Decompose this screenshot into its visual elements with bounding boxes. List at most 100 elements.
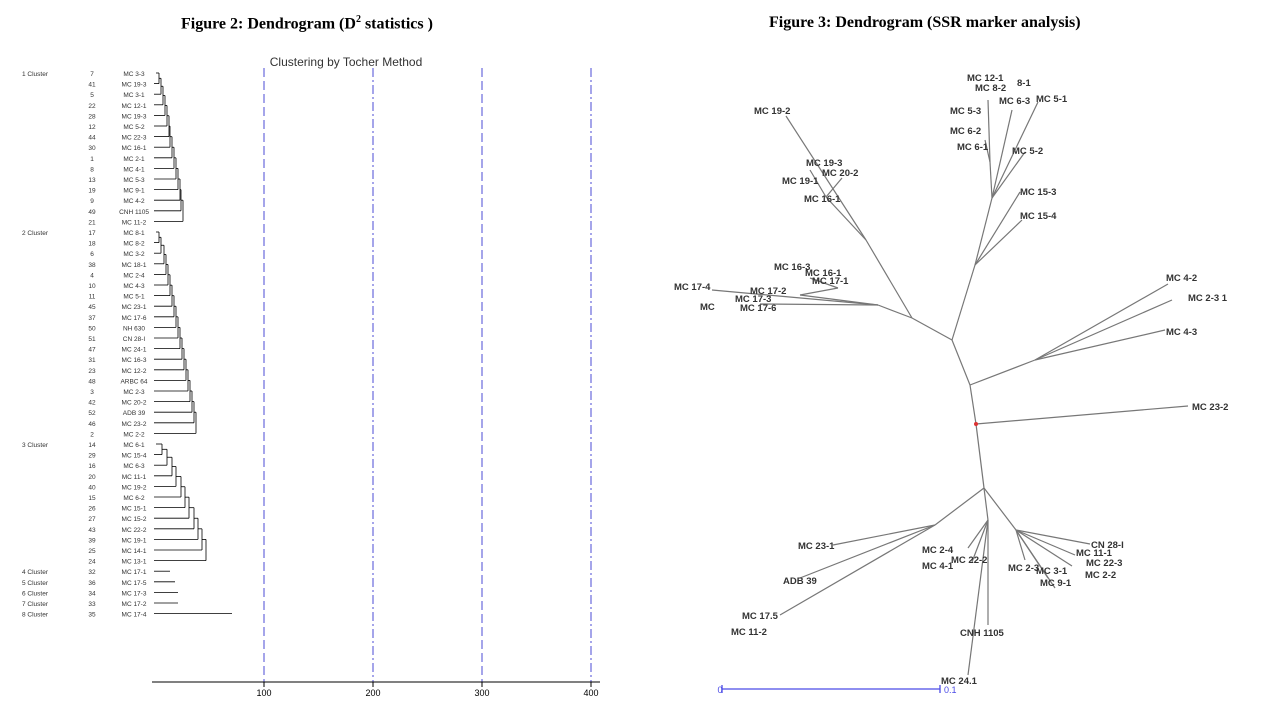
genotype-number: 18	[88, 241, 96, 248]
genotype-number: 22	[88, 103, 96, 110]
tree-branch	[974, 197, 993, 266]
tree-branch	[974, 191, 1021, 266]
tree-branch	[1015, 529, 1073, 567]
genotype-name: MC 17-5	[122, 580, 147, 587]
genotype-number: 13	[88, 177, 96, 184]
genotype-name: MC 6-2	[123, 495, 145, 502]
genotype-number: 31	[88, 357, 96, 364]
leaf-label: MC 17.5	[742, 611, 779, 622]
leaf-label: MC 20-2	[822, 168, 858, 179]
genotype-number: 26	[88, 506, 96, 513]
tree-branch	[711, 289, 879, 306]
tree-branch	[975, 405, 1189, 425]
genotype-number: 16	[88, 463, 96, 470]
figure-2-title: Figure 2: Dendrogram (D2 statistics )	[181, 14, 433, 33]
genotype-name: MC 17-3	[122, 590, 147, 597]
genotype-name: MC 2-4	[123, 272, 145, 279]
genotype-number: 44	[88, 135, 96, 142]
leaf-label: MC 15-4	[1020, 211, 1057, 222]
figure-3-title: Figure 3: Dendrogram (SSR marker analysi…	[769, 14, 1081, 31]
genotype-number: 4	[90, 272, 94, 279]
tree-branch	[983, 487, 1017, 531]
genotype-number: 45	[88, 304, 96, 311]
genotype-number: 50	[88, 325, 96, 332]
tree-branch	[799, 524, 936, 579]
genotype-name: MC 6-1	[123, 442, 145, 449]
genotype-name: MC 19-2	[122, 484, 147, 491]
tree-branch	[969, 359, 1036, 386]
leaf-label: MC 17-1	[812, 276, 849, 287]
leaf-label: MC 22-3	[1086, 558, 1122, 569]
genotype-name: MC 2-2	[123, 431, 145, 438]
genotype-name: MC 23-1	[122, 304, 147, 311]
genotype-number: 3	[90, 389, 94, 396]
tree-branch	[832, 524, 936, 546]
leaf-label: MC 16-1	[805, 268, 842, 279]
genotype-name: MC 9-1	[123, 188, 145, 195]
leaf-label: MC 19-1	[782, 176, 819, 187]
genotype-number: 38	[88, 262, 96, 269]
tree-branch	[974, 219, 1023, 266]
genotype-number: 1	[90, 156, 94, 163]
tree-branch	[779, 524, 936, 616]
genotype-number: 24	[88, 559, 96, 566]
tree-branch	[825, 177, 843, 198]
cluster-label: 8 Cluster	[22, 612, 49, 619]
genotype-number: 27	[88, 516, 96, 523]
cluster-label: 2 Cluster	[22, 230, 49, 237]
genotype-number: 7	[90, 71, 94, 78]
tick-label-200: 200	[365, 688, 380, 698]
genotype-name: NH 630	[123, 325, 145, 332]
genotype-number: 32	[88, 569, 96, 576]
tree-branch	[809, 169, 827, 198]
genotype-number: 51	[88, 336, 96, 343]
tree-branch	[759, 303, 879, 306]
leaf-label: MC 24.1	[941, 676, 978, 687]
genotype-name: MC 5-3	[123, 177, 145, 184]
tree-branch	[1034, 299, 1173, 361]
genotype-number: 10	[88, 283, 96, 290]
genotype-name: MC 11-2	[122, 219, 147, 226]
tree-branch	[1015, 529, 1056, 589]
tree-branch	[987, 99, 991, 163]
leaf-label: MC 4-1	[922, 561, 954, 572]
genotype-name: MC 24-1	[122, 347, 147, 354]
genotype-name: MC 15-1	[122, 506, 147, 513]
genotype-name: MC 22-3	[122, 135, 147, 142]
genotype-number: 2	[90, 431, 94, 438]
genotype-number: 47	[88, 347, 96, 354]
cluster-label: 3 Cluster	[22, 442, 49, 449]
genotype-name: MC 15-4	[122, 453, 147, 460]
leaf-label: MC 17-4	[674, 282, 711, 293]
leaf-label: MC 6-1	[957, 142, 989, 153]
scale-bar: 0 0.1	[717, 685, 957, 695]
leaf-label: ADB 39	[783, 576, 817, 587]
figure-2-dendrogram: Clustering by Tocher Method 100 200 300 400…	[22, 55, 600, 698]
tree-branch	[989, 161, 993, 199]
genotype-number: 17	[88, 230, 96, 237]
genotype-number: 34	[88, 590, 96, 597]
leaf-label: MC 2-2	[1085, 570, 1116, 581]
tree-branch	[934, 487, 985, 526]
leaf-label: CNH 1105	[960, 628, 1005, 639]
genotype-number: 12	[88, 124, 96, 131]
tree-branch	[785, 115, 867, 241]
leaf-label: MC 17-2	[750, 286, 786, 297]
tree-branch	[984, 139, 991, 163]
genotype-name: MC 4-1	[123, 166, 145, 173]
tree-branch	[967, 519, 989, 676]
tree-branch	[1034, 329, 1166, 361]
leaf-label: MC 9-1	[1040, 578, 1072, 589]
genotype-number: 28	[88, 113, 96, 120]
leaf-label: MC 16-1	[804, 194, 841, 205]
genotype-name: MC 12-1	[122, 103, 147, 110]
genotype-name: MC 19-3	[122, 113, 147, 120]
tree-root-dot	[974, 422, 978, 426]
genotype-name: MC 2-3	[123, 389, 145, 396]
tree-branch	[799, 287, 839, 296]
tree-branch	[991, 101, 1039, 199]
genotype-name: MC 13-1	[122, 559, 147, 566]
tree-branch	[975, 423, 985, 489]
scale-right-label: 0.1	[944, 685, 957, 695]
tree-branch	[991, 109, 1013, 199]
